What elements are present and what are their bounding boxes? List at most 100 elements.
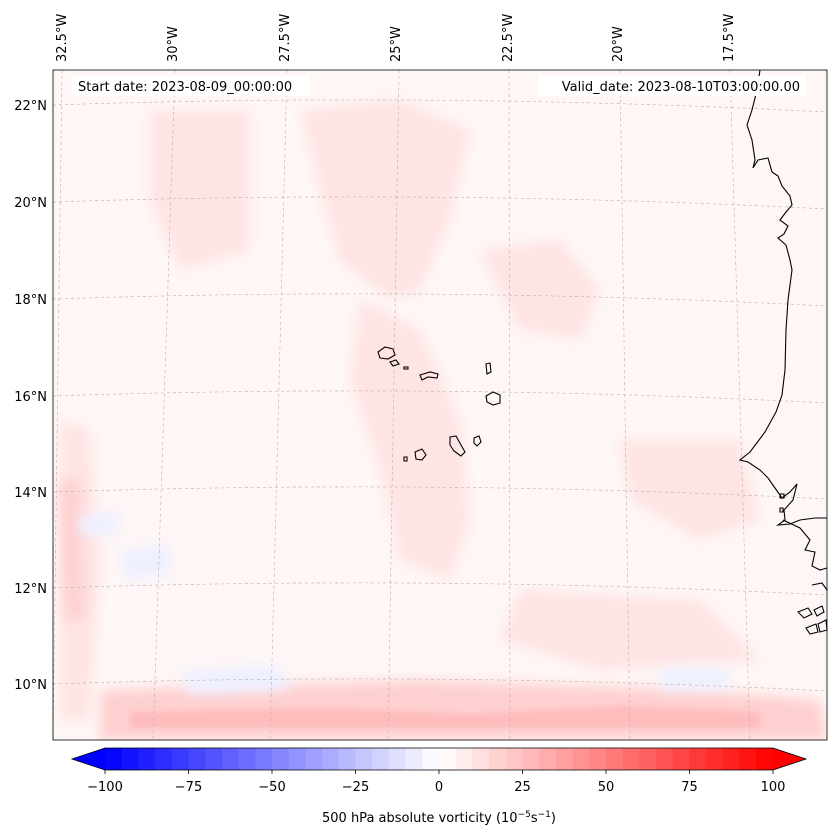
island-sao-vicente xyxy=(389,359,400,367)
colorbar-tick-label: −50 xyxy=(258,780,285,795)
lon-label: 32.5°W xyxy=(55,14,70,62)
colorbar-cell xyxy=(355,748,373,770)
lat-label: 14°N xyxy=(14,486,47,501)
valid-date-box xyxy=(538,76,806,96)
colorbar-cell xyxy=(105,748,123,770)
coastline-island xyxy=(813,605,825,617)
colorbar-cell xyxy=(555,748,573,770)
island-boa-vista xyxy=(485,391,501,406)
meridian-line xyxy=(508,70,511,740)
colorbar-cell xyxy=(522,748,540,770)
lon-label: 25°W xyxy=(389,26,404,62)
vorticity-patch xyxy=(130,706,760,728)
colorbar-cell xyxy=(505,748,523,770)
parallel-line xyxy=(53,293,827,307)
lon-label: 17.5°W xyxy=(722,14,737,62)
parallel-line xyxy=(53,390,827,404)
colorbar-cell xyxy=(171,748,189,770)
meridian-line xyxy=(53,70,63,740)
colorbar-cell xyxy=(138,748,156,770)
vorticity-patch xyxy=(660,668,730,690)
colorbar-cell xyxy=(439,748,457,770)
map-frame xyxy=(52,69,828,741)
colorbar-tick-label: 0 xyxy=(435,780,443,795)
vorticity-patch xyxy=(150,110,250,270)
colorbar-tick-label: −100 xyxy=(87,780,123,795)
colorbar-min-arrow xyxy=(72,748,105,770)
lon-label: 27.5°W xyxy=(278,14,293,62)
africa-coastline xyxy=(738,69,828,635)
colorbar-cell xyxy=(338,748,356,770)
colorbar-cell xyxy=(205,748,223,770)
vorticity-patch xyxy=(350,300,470,580)
colorbar-cell xyxy=(405,748,423,770)
colorbar-cell xyxy=(221,748,239,770)
vorticity-patch xyxy=(300,100,470,300)
lon-label: 30°W xyxy=(166,26,181,62)
island-brava xyxy=(403,456,408,462)
colorbar-cell xyxy=(722,748,740,770)
coastline-island xyxy=(779,507,784,513)
colorbar-tick-label: 100 xyxy=(761,780,786,795)
colorbar-tick-label: 25 xyxy=(514,780,531,795)
colorbar-cells xyxy=(105,748,774,770)
coastline-island xyxy=(797,607,813,619)
colorbar-cell xyxy=(489,748,507,770)
meridian-line xyxy=(729,70,751,740)
coastline-island xyxy=(805,623,819,635)
colorbar-cell xyxy=(305,748,323,770)
colorbar-cell xyxy=(589,748,607,770)
colorbar-cell xyxy=(455,748,473,770)
colorbar-cell xyxy=(572,748,590,770)
vorticity-patch xyxy=(480,240,600,340)
colorbar-cell xyxy=(706,748,724,770)
lon-label: 20°W xyxy=(611,26,626,62)
colorbar-cell xyxy=(372,748,390,770)
valid-date-label: Valid_date: 2023-08-10T03:00:00.00 xyxy=(562,80,800,95)
island-maio xyxy=(473,435,482,447)
colorbar-cell xyxy=(322,748,340,770)
colorbar-cell xyxy=(388,748,406,770)
colorbar-cell xyxy=(255,748,273,770)
colorbar-cell xyxy=(272,748,290,770)
coastline-bay xyxy=(782,519,828,571)
map-panel xyxy=(52,69,828,741)
colorbar-cell xyxy=(689,748,707,770)
colorbar-cell xyxy=(656,748,674,770)
vorticity-patch xyxy=(80,512,120,535)
start-date-label: Start date: 2023-08-09_00:00:00 xyxy=(78,80,292,95)
colorbar-cell xyxy=(288,748,306,770)
colorbar-tick-label: −75 xyxy=(175,780,202,795)
meridian-line xyxy=(152,70,176,740)
colorbar-tick-label: 75 xyxy=(681,780,698,795)
island-santa-luzia xyxy=(403,366,409,370)
lat-label: 22°N xyxy=(14,99,47,114)
parallel-line xyxy=(53,196,827,210)
meridian-line xyxy=(387,70,400,740)
meridian-line xyxy=(619,70,631,740)
colorbar-cell xyxy=(756,748,774,770)
coastline-north xyxy=(738,69,827,526)
island-santiago xyxy=(449,435,466,457)
coastline-bijagos xyxy=(811,582,828,591)
vorticity-patch xyxy=(60,480,85,620)
date-labels: Start date: 2023-08-09_00:00:00 Valid_da… xyxy=(72,76,806,96)
colorbar-title: 500 hPa absolute vorticity (10−5s−1) xyxy=(322,810,556,826)
island-sao-nicolau xyxy=(419,371,439,381)
cape-verde-islands xyxy=(377,346,501,462)
colorbar-cell xyxy=(155,748,173,770)
colorbar-cell xyxy=(606,748,624,770)
island-sal xyxy=(485,362,492,375)
vorticity-patch xyxy=(120,545,170,580)
colorbar-tick-marks xyxy=(104,770,774,774)
lon-label: 22.5°W xyxy=(501,14,516,62)
colorbar-cell xyxy=(188,748,206,770)
colorbar-cell xyxy=(672,748,690,770)
parallel-line xyxy=(53,99,827,113)
meridian-line xyxy=(269,70,288,740)
parallel-line xyxy=(53,582,827,596)
colorbar-cell xyxy=(539,748,557,770)
parallel-line xyxy=(53,486,827,500)
island-fogo xyxy=(414,448,427,461)
